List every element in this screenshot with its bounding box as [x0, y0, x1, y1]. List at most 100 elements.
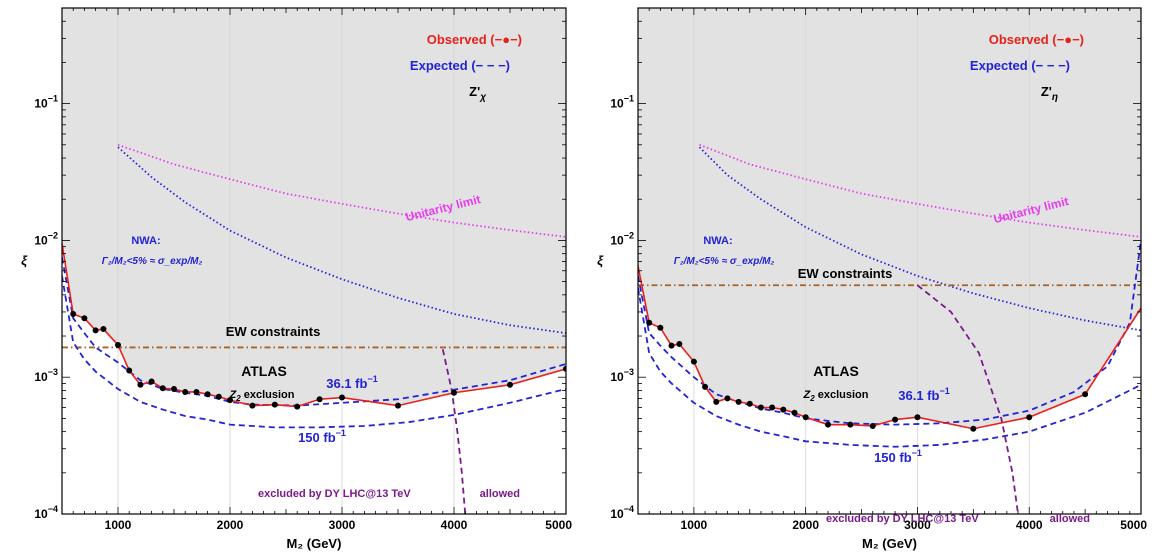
y-axis-title: ξ — [597, 253, 604, 268]
y-tick-label: 10−1 — [34, 94, 58, 111]
nwa-title: NWA: — [131, 235, 160, 247]
dy-excluded-label: excluded by DY LHC@13 TeV — [258, 488, 411, 500]
legend-expected: Expected (− − −) — [970, 58, 1070, 73]
observed-point — [182, 388, 189, 395]
y-tick-label: 10−4 — [610, 504, 634, 521]
observed-point — [395, 402, 401, 409]
observed-point — [227, 397, 233, 404]
plot-frame — [61, 7, 567, 515]
x-axis-title: M₂ (GeV) — [862, 536, 917, 551]
chart-panel-left: 1000 2000 3000 4000 5000 10−4 10−3 10−2 10−1 M₂ (… — [21, 7, 572, 551]
observed-point — [115, 341, 121, 348]
ew-constraints-label: EW constraints — [226, 324, 321, 339]
y-tick-label: 10−3 — [610, 367, 634, 384]
x-tick-label: 4000 — [441, 518, 468, 532]
plot-frame — [637, 7, 1142, 515]
x-tick-label: 3000 — [329, 518, 356, 532]
atlas-label: ATLAS — [813, 363, 859, 379]
y-tick-label: 10−2 — [34, 230, 58, 247]
observed-point — [171, 385, 177, 392]
dy-allowed-label: allowed — [1050, 513, 1090, 525]
observed-point — [668, 342, 675, 349]
y-tick-label: 10−3 — [34, 367, 58, 384]
observed-point — [713, 398, 720, 405]
unitarity-limit-line — [699, 143, 1141, 238]
observed-point — [757, 404, 764, 411]
observed-point — [869, 422, 876, 429]
observed-point — [249, 402, 256, 409]
chart-panel-right: 1000 2000 3000 4000 5000 10−4 10−3 10−2 10−1 M₂ (… — [597, 7, 1147, 551]
observed-point — [646, 319, 653, 326]
dy-limit-line — [441, 349, 467, 514]
observed-point — [507, 381, 513, 388]
observed-point — [724, 395, 731, 402]
nwa-line — [117, 146, 566, 335]
observed-point — [676, 340, 683, 347]
atlas-label: ATLAS — [241, 363, 287, 379]
observed-point — [847, 421, 854, 428]
y-tick-label: 10−4 — [34, 504, 58, 521]
observed-point — [70, 310, 77, 317]
observed-point — [802, 414, 809, 421]
x-axis-title: M₂ (GeV) — [287, 536, 342, 551]
legend-observed: Observed (−●−) — [427, 32, 522, 47]
lumi-36-label: 36.1 fb−1 — [898, 386, 949, 403]
observed-point — [204, 391, 211, 398]
observed-point — [892, 416, 899, 423]
observed-point — [769, 404, 776, 411]
exclusion-label: Z2 exclusion — [803, 389, 869, 403]
observed-point — [316, 396, 323, 403]
exclusion-label: Z2 exclusion — [229, 389, 295, 403]
nwa-title: NWA: — [703, 235, 732, 247]
dy-excluded-label: excluded by DY LHC@13 TeV — [826, 513, 979, 525]
observed-point — [825, 421, 832, 428]
observed-point — [914, 414, 921, 421]
excluded-region — [62, 8, 566, 407]
y-tick-label: 10−1 — [610, 94, 634, 111]
observed-point — [735, 398, 742, 405]
nwa-formula: Γ₂/M₂<5% ≈ σ_exp/M₂ — [674, 256, 775, 267]
x-tick-label: 3000 — [904, 518, 931, 532]
nwa-formula: Γ₂/M₂<5% ≈ σ_exp/M₂ — [102, 256, 203, 267]
legend-model: Z'χ — [469, 84, 486, 103]
observed-point — [294, 403, 301, 410]
observed-point — [100, 326, 107, 333]
observed-point — [451, 389, 457, 396]
legend-model: Z'η — [1041, 84, 1058, 103]
lumi-150-label: 150 fb−1 — [874, 448, 922, 465]
plot-area — [62, 8, 566, 514]
observed-point — [271, 401, 278, 408]
dy-allowed-label: allowed — [480, 488, 520, 500]
lumi-150-label: 150 fb−1 — [298, 428, 346, 445]
observed-point — [148, 378, 155, 385]
x-tick-label: 5000 — [1120, 518, 1147, 532]
x-tick-label: 1000 — [105, 518, 132, 532]
legend-observed: Observed (−●−) — [989, 32, 1084, 47]
x-tick-label: 5000 — [545, 518, 572, 532]
x-tick-label: 4000 — [1016, 518, 1043, 532]
plot-area — [638, 8, 1141, 514]
legend-expected: Expected (− − −) — [410, 58, 510, 73]
observed-point — [137, 381, 144, 388]
observed-point — [690, 358, 697, 365]
excluded-region — [638, 8, 1141, 429]
observed-point — [791, 409, 798, 416]
nwa-line — [698, 146, 1141, 332]
x-tick-label: 1000 — [681, 518, 708, 532]
y-axis-title: ξ — [21, 253, 28, 268]
ew-constraints-label: EW constraints — [798, 266, 893, 281]
lumi-36-label: 36.1 fb−1 — [326, 374, 377, 391]
x-tick-label: 2000 — [217, 518, 244, 532]
observed-point — [215, 393, 222, 400]
observed-point — [1082, 391, 1089, 398]
observed-point — [970, 425, 977, 432]
expected-150-line — [62, 275, 566, 429]
observed-point — [1026, 414, 1033, 421]
y-tick-label: 10−2 — [610, 230, 634, 247]
observed-point — [92, 327, 99, 334]
x-tick-label: 2000 — [792, 518, 819, 532]
observed-point — [339, 394, 345, 401]
observed-point — [159, 385, 166, 392]
observed-point — [702, 383, 709, 390]
